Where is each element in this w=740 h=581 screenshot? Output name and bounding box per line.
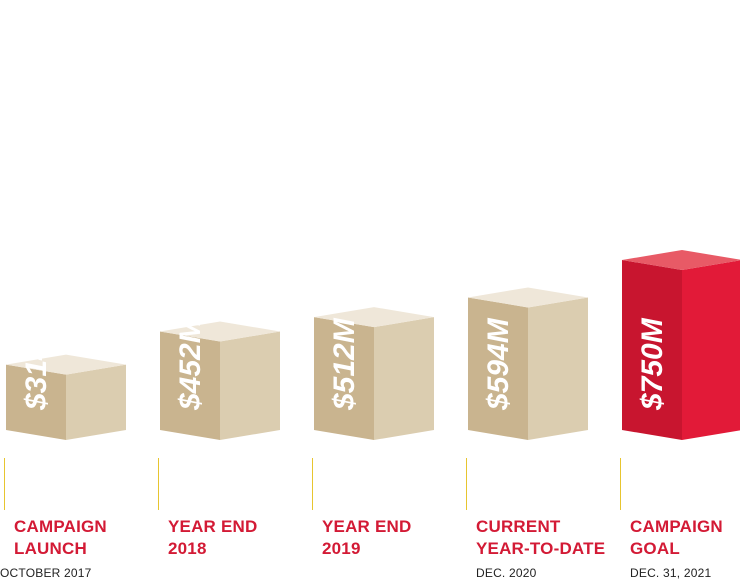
category-label-line1: CURRENT — [476, 517, 561, 536]
category-label-line2: LAUNCH — [14, 539, 87, 558]
bar-top-face — [6, 354, 126, 375]
category-tick — [4, 458, 5, 510]
category-label-line1: YEAR END — [168, 517, 258, 536]
bar-front-face — [6, 364, 66, 440]
category-date: DEC. 31, 2021 — [630, 566, 712, 580]
category-date: DEC. 2020 — [476, 566, 537, 580]
category-date: OCTOBER 2017 — [0, 566, 92, 580]
category-label-line2: 2018 — [168, 539, 207, 558]
bar-front-face — [314, 317, 374, 440]
bar-top-face — [468, 287, 588, 308]
bar-side-face — [528, 297, 588, 440]
category-label-line2: 2019 — [322, 539, 361, 558]
bar-value-label: $750M — [636, 317, 669, 411]
category-label-line1: YEAR END — [322, 517, 412, 536]
category-label-line2: GOAL — [630, 539, 680, 558]
category-tick — [158, 458, 159, 510]
category-tick — [466, 458, 467, 510]
bar-front-face — [468, 297, 528, 440]
bar-front-face — [160, 331, 220, 440]
bar-value-label: $314M — [20, 317, 53, 411]
bar-front-face — [622, 260, 682, 440]
bar-4: $594M — [468, 287, 588, 440]
category-tick — [312, 458, 313, 510]
bar-5: $750M — [622, 250, 740, 440]
bar-value-label: $452M — [174, 317, 207, 411]
category-label: CAMPAIGN LAUNCH — [14, 516, 164, 560]
category-tick — [620, 458, 621, 510]
category-label-line1: CAMPAIGN — [630, 517, 723, 536]
category-label: CAMPAIGN GOAL — [630, 516, 740, 560]
category-label: CURRENT YEAR-TO-DATE — [476, 516, 626, 560]
bar-top-face — [160, 321, 280, 342]
bar-side-face — [374, 317, 434, 440]
bar-top-face — [314, 307, 434, 328]
bar-value-label: $594M — [482, 317, 515, 411]
bar-value-label: $512M — [328, 317, 361, 411]
category-label-line2: YEAR-TO-DATE — [476, 539, 606, 558]
category-label-line1: CAMPAIGN — [14, 517, 107, 536]
bar-side-face — [220, 331, 280, 440]
category-label: YEAR END 2019 — [322, 516, 472, 560]
bar-side-face — [682, 260, 740, 440]
bar-top-face — [622, 250, 740, 270]
bar-2: $452M — [160, 317, 280, 440]
bar-1: $314M — [6, 317, 126, 440]
category-label: YEAR END 2018 — [168, 516, 318, 560]
bar-3: $512M — [314, 307, 434, 440]
bar-side-face — [66, 364, 126, 440]
